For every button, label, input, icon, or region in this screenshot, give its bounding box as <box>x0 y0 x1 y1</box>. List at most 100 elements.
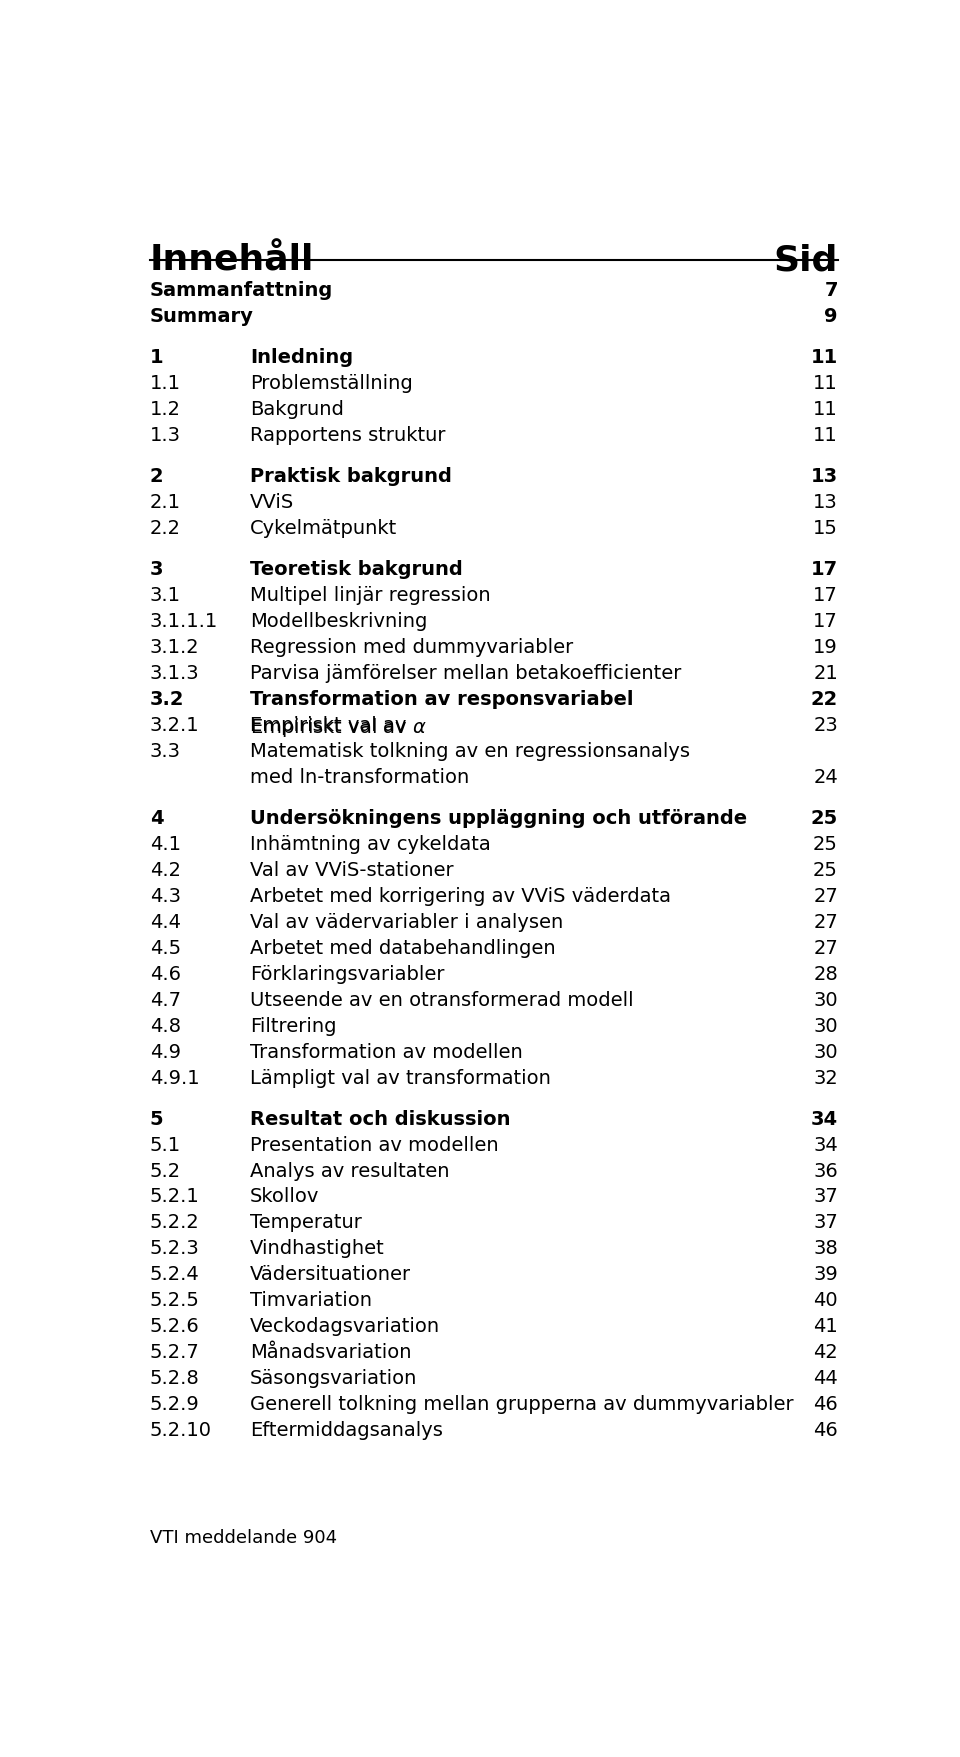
Text: Utseende av en otransformerad modell: Utseende av en otransformerad modell <box>251 991 634 1009</box>
Text: 5.2: 5.2 <box>150 1161 180 1181</box>
Text: Vindhastighet: Vindhastighet <box>251 1239 385 1258</box>
Text: 3.3: 3.3 <box>150 741 180 761</box>
Text: Summary: Summary <box>150 307 253 327</box>
Text: 36: 36 <box>813 1161 838 1181</box>
Text: 4.7: 4.7 <box>150 991 180 1009</box>
Text: VTI meddelande 904: VTI meddelande 904 <box>150 1529 337 1546</box>
Text: Rapportens struktur: Rapportens struktur <box>251 425 445 445</box>
Text: Multipel linjär regression: Multipel linjär regression <box>251 585 491 604</box>
Text: 15: 15 <box>813 518 838 538</box>
Text: Filtrering: Filtrering <box>251 1016 337 1035</box>
Text: 5.2.7: 5.2.7 <box>150 1342 200 1362</box>
Text: Resultat och diskussion: Resultat och diskussion <box>251 1109 511 1128</box>
Text: Sid: Sid <box>774 242 838 278</box>
Text: Skollov: Skollov <box>251 1186 320 1205</box>
Text: 4.4: 4.4 <box>150 912 180 931</box>
Text: Presentation av modellen: Presentation av modellen <box>251 1135 499 1154</box>
Text: 1.1: 1.1 <box>150 374 180 394</box>
Text: Modellbeskrivning: Modellbeskrivning <box>251 611 427 631</box>
Text: 5.2.1: 5.2.1 <box>150 1186 200 1205</box>
Text: Regression med dummyvariabler: Regression med dummyvariabler <box>251 638 573 657</box>
Text: Säsongsvariation: Säsongsvariation <box>251 1369 418 1388</box>
Text: Inhämtning av cykeldata: Inhämtning av cykeldata <box>251 835 491 854</box>
Text: 5: 5 <box>150 1109 163 1128</box>
Text: 4.5: 4.5 <box>150 938 180 958</box>
Text: 5.2.2: 5.2.2 <box>150 1212 200 1232</box>
Text: Sammanfattning: Sammanfattning <box>150 281 333 300</box>
Text: 39: 39 <box>813 1265 838 1284</box>
Text: VViS: VViS <box>251 492 295 511</box>
Text: Matematisk tolkning av en regressionsanalys: Matematisk tolkning av en regressionsana… <box>251 741 690 761</box>
Text: 17: 17 <box>811 560 838 578</box>
Text: 1.3: 1.3 <box>150 425 180 445</box>
Text: 46: 46 <box>813 1395 838 1414</box>
Text: 3.1.1.1: 3.1.1.1 <box>150 611 218 631</box>
Text: Bakgrund: Bakgrund <box>251 401 344 418</box>
Text: 25: 25 <box>813 861 838 878</box>
Text: 4.9: 4.9 <box>150 1042 180 1061</box>
Text: 4.3: 4.3 <box>150 886 180 905</box>
Text: 3.1.3: 3.1.3 <box>150 664 200 682</box>
Text: 2.2: 2.2 <box>150 518 180 538</box>
Text: 24: 24 <box>813 768 838 787</box>
Text: 38: 38 <box>813 1239 838 1258</box>
Text: Praktisk bakgrund: Praktisk bakgrund <box>251 467 452 485</box>
Text: Parvisa jämförelser mellan betakoefficienter: Parvisa jämförelser mellan betakoefficie… <box>251 664 682 682</box>
Text: 7: 7 <box>825 281 838 300</box>
Text: Undersökningens uppläggning och utförande: Undersökningens uppläggning och utförand… <box>251 808 747 828</box>
Text: Månadsvariation: Månadsvariation <box>251 1342 412 1362</box>
Text: Generell tolkning mellan grupperna av dummyvariabler: Generell tolkning mellan grupperna av du… <box>251 1395 794 1414</box>
Text: Empiriskt val av $\it{\alpha}$: Empiriskt val av $\it{\alpha}$ <box>251 715 427 738</box>
Text: 3.2.1: 3.2.1 <box>150 715 200 734</box>
Text: Analys av resultaten: Analys av resultaten <box>251 1161 449 1181</box>
Text: 2: 2 <box>150 467 163 485</box>
Text: 21: 21 <box>813 664 838 682</box>
Text: 30: 30 <box>813 1016 838 1035</box>
Text: 4.6: 4.6 <box>150 965 180 984</box>
Text: 5.1: 5.1 <box>150 1135 180 1154</box>
Text: Timvariation: Timvariation <box>251 1291 372 1309</box>
Text: 32: 32 <box>813 1068 838 1088</box>
Text: 34: 34 <box>813 1135 838 1154</box>
Text: 3.1: 3.1 <box>150 585 180 604</box>
Text: 4: 4 <box>150 808 163 828</box>
Text: 1: 1 <box>150 348 163 367</box>
Text: 3.1.2: 3.1.2 <box>150 638 200 657</box>
Text: 1.2: 1.2 <box>150 401 180 418</box>
Text: 11: 11 <box>813 374 838 394</box>
Text: 27: 27 <box>813 938 838 958</box>
Text: 19: 19 <box>813 638 838 657</box>
Text: Cykelmätpunkt: Cykelmätpunkt <box>251 518 397 538</box>
Text: Förklaringsvariabler: Förklaringsvariabler <box>251 965 444 984</box>
Text: Val av VViS-stationer: Val av VViS-stationer <box>251 861 454 878</box>
Text: Val av vädervariabler i analysen: Val av vädervariabler i analysen <box>251 912 564 931</box>
Text: Transformation av responsvariabel: Transformation av responsvariabel <box>251 689 634 708</box>
Text: Vädersituationer: Vädersituationer <box>251 1265 411 1284</box>
Text: Temperatur: Temperatur <box>251 1212 362 1232</box>
Text: 37: 37 <box>813 1212 838 1232</box>
Text: Inledning: Inledning <box>251 348 353 367</box>
Text: 30: 30 <box>813 1042 838 1061</box>
Text: 5.2.6: 5.2.6 <box>150 1316 200 1335</box>
Text: 13: 13 <box>811 467 838 485</box>
Text: 5.2.3: 5.2.3 <box>150 1239 200 1258</box>
Text: 4.9.1: 4.9.1 <box>150 1068 200 1088</box>
Text: 3: 3 <box>150 560 163 578</box>
Text: 9: 9 <box>825 307 838 327</box>
Text: 17: 17 <box>813 585 838 604</box>
Text: 4.2: 4.2 <box>150 861 180 878</box>
Text: 23: 23 <box>813 715 838 734</box>
Text: Empiriskt val av: Empiriskt val av <box>251 715 413 734</box>
Text: 5.2.4: 5.2.4 <box>150 1265 200 1284</box>
Text: Eftermiddagsanalys: Eftermiddagsanalys <box>251 1421 444 1439</box>
Text: Lämpligt val av transformation: Lämpligt val av transformation <box>251 1068 551 1088</box>
Text: 13: 13 <box>813 492 838 511</box>
Text: 3.2: 3.2 <box>150 689 184 708</box>
Text: Veckodagsvariation: Veckodagsvariation <box>251 1316 441 1335</box>
Text: 46: 46 <box>813 1421 838 1439</box>
Text: 4.8: 4.8 <box>150 1016 180 1035</box>
Text: 5.2.5: 5.2.5 <box>150 1291 200 1309</box>
Text: 5.2.10: 5.2.10 <box>150 1421 212 1439</box>
Text: Teoretisk bakgrund: Teoretisk bakgrund <box>251 560 463 578</box>
Text: 44: 44 <box>813 1369 838 1388</box>
